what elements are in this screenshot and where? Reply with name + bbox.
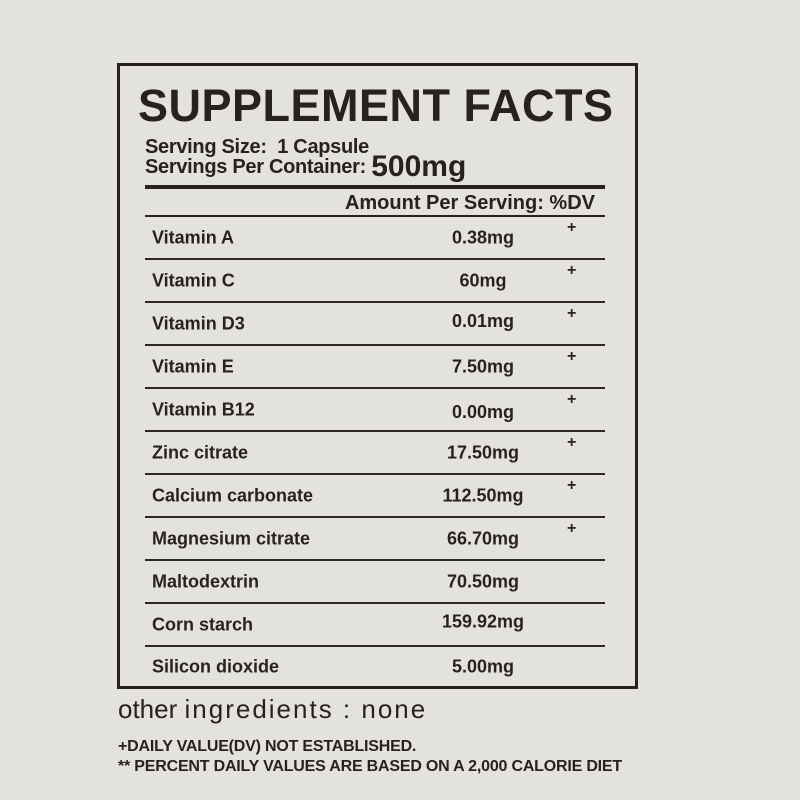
ingredient-amount: 0.00mg <box>451 401 515 422</box>
other-ingredients-line: other ingredients : none <box>118 694 427 725</box>
ingredient-dv-symbol: + <box>567 520 577 537</box>
ingredient-row: Maltodextrin 70.50mg <box>145 561 605 604</box>
ingredient-name: Vitamin D3 <box>152 313 245 333</box>
ingredient-name: Vitamin C <box>152 270 235 290</box>
servings-per-container-value: 500mg <box>371 150 467 183</box>
ingredient-dv-symbol: + <box>567 219 577 236</box>
serving-info: Serving Size: 1 Capsule Servings Per Con… <box>145 136 466 182</box>
ingredient-row: Calcium carbonate 112.50mg + <box>145 475 605 518</box>
thin-divider <box>145 215 605 217</box>
ingredient-amount: 60mg <box>459 270 507 290</box>
ingredient-dv-symbol: + <box>567 477 577 494</box>
ingredient-row: Vitamin D3 0.01mg + <box>145 303 605 346</box>
ingredient-row: Magnesium citrate 66.70mg + <box>145 518 605 561</box>
serving-size-value: 1 Capsule <box>277 136 370 158</box>
ingredient-name: Silicon dioxide <box>152 656 280 677</box>
serving-size-label: Serving Size: <box>145 136 267 158</box>
ingredient-name: Vitamin E <box>152 356 234 376</box>
ingredient-dv-symbol: + <box>567 262 577 279</box>
ingredient-amount: 112.50mg <box>442 485 524 505</box>
ingredient-dv-symbol: + <box>567 348 577 365</box>
ingredient-row: Vitamin B12 0.00mg + <box>145 389 605 432</box>
ingredient-name: Maltodextrin <box>152 571 260 591</box>
ingredient-name: Zinc citrate <box>152 442 249 462</box>
ingredient-amount: 0.01mg <box>451 310 515 331</box>
ingredient-name: Magnesium citrate <box>152 528 311 548</box>
ingredient-table: Vitamin A 0.38mg + Vitamin C 60mg + Vita… <box>145 217 605 687</box>
ingredient-name: Calcium carbonate <box>152 485 314 505</box>
footnote-dv-not-established: +DAILY VALUE(DV) NOT ESTABLISHED. <box>118 738 417 755</box>
ingredient-amount: 159.92mg <box>441 611 525 632</box>
thick-divider <box>145 185 605 189</box>
footnote-percent-daily-values: ** PERCENT DAILY VALUES ARE BASED ON A 2… <box>118 758 622 775</box>
supplement-facts-panel: SUPPLEMENT FACTS Serving Size: 1 Capsule… <box>117 63 638 689</box>
ingredient-row: Zinc citrate 17.50mg + <box>145 432 605 475</box>
other-ingredients-value: ingredients : none <box>184 694 428 724</box>
ingredient-row: Vitamin A 0.38mg + <box>145 217 605 260</box>
ingredient-amount: 70.50mg <box>446 571 520 591</box>
ingredient-name: Vitamin B12 <box>152 399 255 419</box>
ingredient-row: Silicon dioxide 5.00mg <box>145 647 605 687</box>
ingredient-dv-symbol: + <box>567 434 577 451</box>
ingredient-name: Corn starch <box>152 614 254 634</box>
servings-per-container-label: Servings Per Container: <box>145 156 366 178</box>
amount-per-serving-header: Amount Per Serving: %DV <box>344 192 595 214</box>
servings-per-container-line: Servings Per Container: 500mg <box>145 152 466 182</box>
ingredient-amount: 0.38mg <box>451 227 515 247</box>
serving-size-line: Serving Size: 1 Capsule <box>145 136 466 158</box>
ingredient-dv-symbol: + <box>567 305 577 322</box>
other-ingredients-prefix: other <box>118 694 178 724</box>
ingredient-amount: 66.70mg <box>446 528 520 548</box>
ingredient-dv-symbol: + <box>567 391 577 408</box>
ingredient-amount: 5.00mg <box>451 656 515 677</box>
ingredient-row: Vitamin C 60mg + <box>145 260 605 303</box>
ingredient-amount: 17.50mg <box>446 442 520 462</box>
ingredient-amount: 7.50mg <box>451 356 515 376</box>
ingredient-row: Vitamin E 7.50mg + <box>145 346 605 389</box>
panel-title: SUPPLEMENT FACTS <box>138 80 614 131</box>
ingredient-row: Corn starch 159.92mg <box>145 604 605 647</box>
ingredient-name: Vitamin A <box>152 227 235 247</box>
